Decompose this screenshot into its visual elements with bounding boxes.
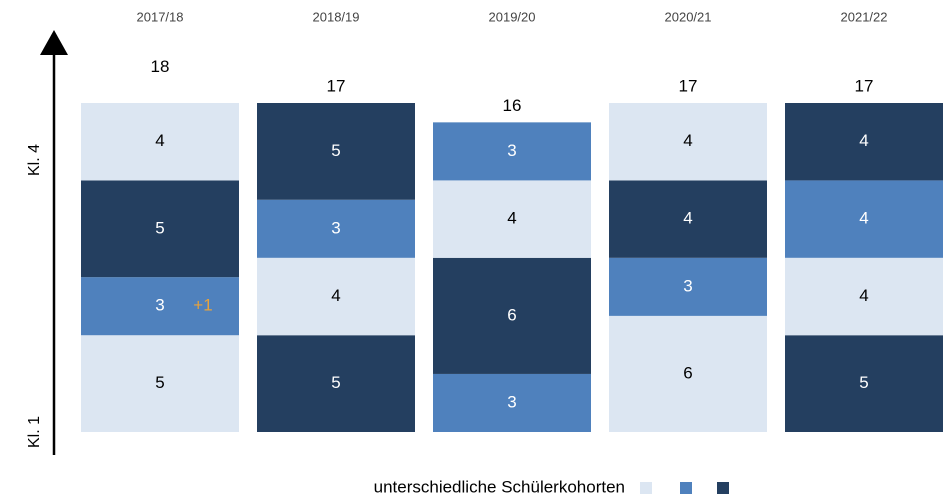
segment-label: 5	[331, 141, 340, 160]
bar-segment	[257, 257, 415, 336]
bar-segment	[433, 180, 591, 258]
segment-label: 4	[859, 286, 868, 305]
segment-label: 4	[155, 131, 164, 150]
annotation: +1	[193, 296, 212, 315]
segment-label: 4	[683, 209, 692, 228]
segment-label: 4	[859, 209, 868, 228]
x-tick-label: 2019/20	[489, 9, 536, 24]
bar-segment	[785, 180, 943, 258]
segment-label: 3	[155, 296, 164, 315]
bar-segment	[257, 335, 415, 432]
segment-label: 3	[507, 141, 516, 160]
bar-segment	[785, 257, 943, 336]
bar-segment	[81, 335, 239, 432]
legend-text: unterschiedliche Schülerkohorten	[374, 477, 625, 496]
segment-label: 3	[331, 218, 340, 237]
segment-label: 4	[859, 131, 868, 150]
y-bottom-label: Kl. 1	[26, 416, 43, 448]
total-label: 16	[503, 96, 522, 115]
segment-label: 6	[507, 305, 516, 324]
legend-swatch	[717, 482, 729, 494]
bar-segment	[785, 335, 943, 432]
segment-label: 3	[683, 276, 692, 295]
total-label: 17	[679, 76, 698, 95]
legend-swatch	[680, 482, 692, 494]
x-tick-label: 2018/19	[313, 9, 360, 24]
segment-label: 5	[859, 373, 868, 392]
segment-label: 5	[155, 218, 164, 237]
bar-segment	[609, 315, 767, 432]
y-top-label: Kl. 4	[26, 144, 43, 176]
bar-segment	[785, 103, 943, 181]
bar-segment	[257, 199, 415, 258]
total-label: 17	[855, 76, 874, 95]
segment-label: 4	[507, 209, 516, 228]
total-label: 18	[151, 57, 170, 76]
segment-label: 5	[331, 373, 340, 392]
segment-label: 4	[331, 286, 340, 305]
bar-segment	[433, 122, 591, 181]
segment-label: 3	[507, 392, 516, 411]
bar-segment	[257, 103, 415, 200]
bar-segment	[609, 103, 767, 181]
arrow-head	[40, 30, 68, 55]
x-tick-label: 2017/18	[137, 9, 184, 24]
total-label: 17	[327, 76, 346, 95]
x-tick-label: 2020/21	[665, 9, 712, 24]
segment-label: 6	[683, 363, 692, 382]
segment-label: 5	[155, 373, 164, 392]
segment-label: 4	[683, 131, 692, 150]
bar-segment	[81, 180, 239, 278]
legend-swatch	[640, 482, 652, 494]
bar-segment	[81, 277, 239, 336]
bar-segment	[81, 103, 239, 181]
bar-segment	[433, 257, 591, 374]
bar-segment	[609, 257, 767, 316]
bar-segment	[609, 180, 767, 258]
x-tick-label: 2021/22	[841, 9, 888, 24]
bar-segment	[433, 373, 591, 432]
